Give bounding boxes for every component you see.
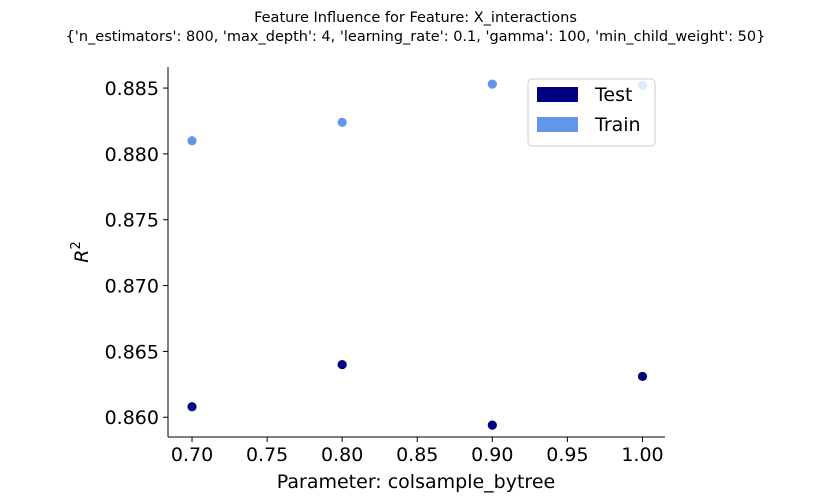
y-axis-label-base: R bbox=[71, 250, 93, 263]
test-point bbox=[487, 420, 497, 430]
train-point bbox=[187, 136, 197, 146]
y-axis-label: R2 bbox=[69, 241, 93, 262]
test-point bbox=[337, 359, 347, 370]
x-tick-label: 0.80 bbox=[321, 444, 363, 466]
chart-title-line-2: {'n_estimators': 800, 'max_depth': 4, 'l… bbox=[66, 29, 766, 45]
x-tick-label: 0.90 bbox=[471, 444, 513, 466]
x-tick-label: 0.85 bbox=[396, 444, 438, 466]
y-tick-label: 0.865 bbox=[105, 341, 159, 363]
legend-label-train: Train bbox=[594, 114, 641, 136]
legend-swatch-test bbox=[537, 87, 578, 102]
x-axis-label: Parameter: colsample_bytree bbox=[277, 471, 555, 493]
x-tick-label: 0.70 bbox=[171, 444, 213, 466]
y-axis-label-sup: 2 bbox=[69, 241, 84, 249]
y-tick-label: 0.885 bbox=[105, 78, 159, 100]
legend: Test Train bbox=[527, 78, 656, 147]
chart-title-line-1: Feature Influence for Feature: X_interac… bbox=[254, 10, 577, 26]
y-ticks: 0.860 0.865 0.870 0.875 0.880 0.885 bbox=[105, 78, 168, 429]
y-tick-label: 0.870 bbox=[105, 276, 159, 298]
test-point bbox=[187, 402, 197, 412]
legend-label-test: Test bbox=[594, 84, 632, 106]
x-tick-label: 0.75 bbox=[246, 444, 288, 466]
y-tick-label: 0.860 bbox=[105, 407, 159, 429]
y-tick-label: 0.875 bbox=[105, 210, 159, 232]
y-tick-label: 0.880 bbox=[105, 144, 159, 166]
train-point bbox=[337, 117, 347, 127]
x-tick-label: 1.00 bbox=[621, 444, 663, 466]
x-ticks: 0.70 0.75 0.80 0.85 0.90 0.95 1.00 bbox=[171, 437, 664, 466]
legend-swatch-train bbox=[537, 117, 578, 132]
x-tick-label: 0.95 bbox=[546, 444, 588, 466]
train-point bbox=[487, 79, 497, 89]
test-point bbox=[637, 371, 648, 382]
